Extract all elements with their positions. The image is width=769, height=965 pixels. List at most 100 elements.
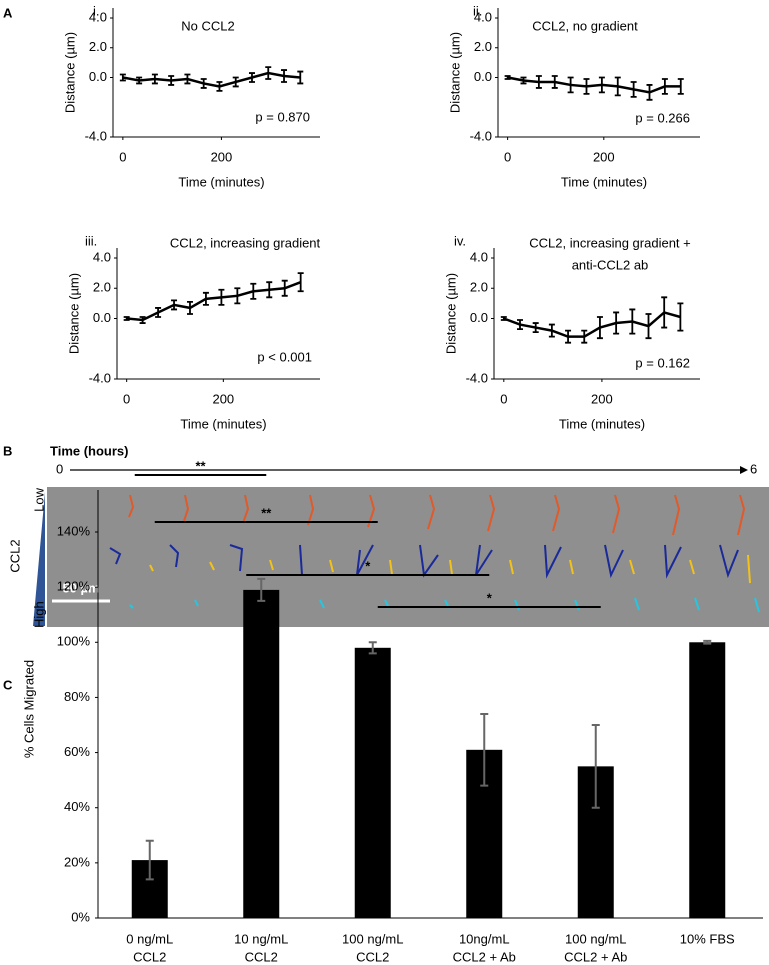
error-bar	[234, 287, 241, 305]
error-bar	[480, 712, 489, 787]
error-bar	[532, 322, 539, 334]
x-tick-label: CCL2 + Ab	[564, 949, 627, 964]
error-bar	[504, 75, 511, 80]
error-bar	[677, 302, 684, 332]
error-bar	[266, 281, 273, 299]
significance-label: *	[487, 590, 493, 605]
gradient-label: CCL2	[7, 539, 22, 572]
significance-label: **	[261, 505, 272, 520]
x-tick-label: 100 ng/mL	[565, 931, 626, 946]
x-tick-label: 200	[593, 149, 615, 164]
chart-title: CCL2, no gradient	[532, 18, 638, 33]
x-tick-label: 0	[119, 149, 126, 164]
high-label: High	[31, 601, 46, 628]
error-bar	[139, 316, 146, 324]
error-bar	[598, 76, 605, 94]
panel-number: ii.	[473, 3, 482, 18]
y-tick-label: 0.0	[89, 69, 107, 84]
y-axis-label: Distance (µm)	[447, 32, 462, 113]
p-value: p < 0.001	[257, 349, 312, 364]
error-bar	[548, 323, 555, 338]
y-axis-label: Distance (µm)	[62, 32, 77, 113]
y-tick-label: 140%	[57, 523, 91, 538]
x-tick-label: 0	[123, 391, 130, 406]
bar	[354, 647, 391, 918]
y-tick-label: 0.0	[93, 310, 111, 325]
y-tick-label: 0.0	[470, 310, 488, 325]
y-tick-label: 0.0	[474, 69, 492, 84]
data-line	[122, 71, 301, 88]
y-tick-label: 120%	[57, 579, 91, 594]
error-bar	[591, 724, 600, 809]
error-bar	[646, 84, 653, 101]
x-axis-label: Time (minutes)	[559, 416, 645, 431]
data-line	[503, 311, 681, 338]
error-bar	[297, 70, 304, 85]
p-value: p = 0.266	[635, 110, 690, 125]
y-tick-label: 0%	[71, 909, 90, 924]
error-bar	[368, 641, 377, 655]
error-bar	[677, 78, 684, 95]
panel-label: B	[3, 443, 12, 458]
error-bar	[703, 639, 712, 645]
error-bar	[281, 279, 288, 297]
error-bar	[596, 316, 603, 340]
error-bar	[629, 308, 636, 335]
gradient-wedge	[33, 492, 45, 626]
chart-title: CCL2, increasing gradient	[170, 235, 321, 250]
error-bar	[630, 81, 637, 98]
time-end: 6	[750, 461, 757, 476]
y-tick-label: 4.0	[93, 249, 111, 264]
error-bar	[136, 76, 143, 85]
error-bar	[168, 75, 175, 86]
x-axis-label: Time (minutes)	[180, 416, 266, 431]
y-tick-label: -4.0	[85, 128, 107, 143]
error-bar	[583, 78, 590, 95]
error-bar	[248, 72, 255, 83]
y-tick-label: 40%	[64, 799, 90, 814]
time-start: 0	[56, 461, 63, 476]
error-bar	[216, 81, 223, 92]
significance-label: **	[195, 458, 206, 473]
x-tick-label: 200	[212, 391, 234, 406]
y-tick-label: 20%	[64, 854, 90, 869]
error-bar	[232, 76, 239, 88]
error-bar	[565, 329, 572, 344]
panel-label: C	[3, 677, 13, 692]
y-axis-label: Distance (µm)	[443, 273, 458, 354]
error-bar	[202, 291, 209, 306]
y-axis-label: % Cells Migrated	[21, 660, 36, 758]
significance-label: *	[365, 558, 371, 573]
error-bar	[151, 73, 158, 85]
error-bar	[155, 307, 162, 318]
error-bar	[520, 76, 527, 85]
track	[149, 554, 751, 584]
y-tick-label: 60%	[64, 744, 90, 759]
time-label: Time (hours)	[50, 443, 129, 458]
error-bar	[500, 316, 507, 321]
error-bar	[171, 299, 178, 311]
chart-title: No CCL2	[181, 18, 234, 33]
error-bar	[119, 73, 126, 82]
error-bar	[123, 316, 130, 321]
chart-title: anti-CCL2 ab	[572, 257, 649, 272]
error-bar	[257, 577, 266, 602]
error-bar	[645, 313, 652, 340]
error-bar	[200, 78, 207, 89]
error-bar	[218, 288, 225, 306]
error-bar	[567, 76, 574, 94]
arrow-head	[740, 466, 748, 474]
p-value: p = 0.162	[635, 355, 690, 370]
error-bar	[297, 272, 304, 293]
chart-title: CCL2, increasing gradient +	[529, 235, 691, 250]
bar	[689, 642, 726, 918]
y-tick-label: 2.0	[470, 280, 488, 295]
x-tick-label: CCL2 + Ab	[453, 949, 516, 964]
error-bar	[281, 69, 288, 83]
data-line	[126, 281, 302, 322]
y-tick-label: 80%	[64, 689, 90, 704]
scale-bar-label: 50 µm	[62, 580, 99, 595]
bar	[243, 589, 280, 918]
x-axis-label: Time (minutes)	[561, 174, 647, 189]
